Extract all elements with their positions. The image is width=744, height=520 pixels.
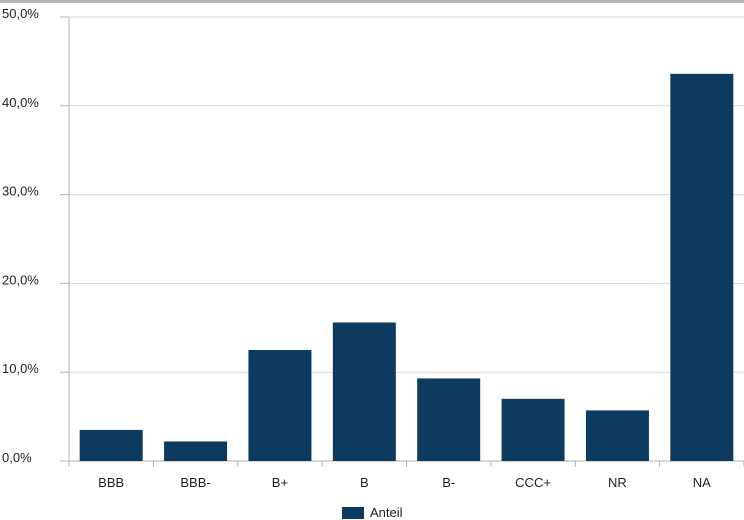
y-tick-label: 0,0% [2,450,32,465]
y-tick-label: 10,0% [2,361,39,376]
legend: Anteil [342,505,403,520]
bar-na [670,73,734,461]
y-tick-label: 40,0% [2,95,39,110]
bar-nr [585,410,649,461]
x-tick-label: B+ [272,475,288,490]
y-tick-label: 30,0% [2,184,39,199]
y-tick-label: 20,0% [2,272,39,287]
x-tick-label: BBB [98,475,124,490]
bar-b- [417,378,481,461]
y-tick-label: 50,0% [2,6,39,21]
top-border [0,0,744,3]
x-tick-label: B [360,475,369,490]
x-tick-label: B- [442,475,455,490]
x-tick-label: BBB- [180,475,210,490]
bar-bbb- [164,441,228,461]
bar-bbb [79,429,143,461]
x-tick-label: NR [608,475,627,490]
bar-ccc- [501,398,565,461]
bar-b- [248,350,312,461]
legend-label: Anteil [370,505,403,520]
bar-b [332,322,396,461]
x-tick-label: NA [693,475,711,490]
legend-swatch [342,506,364,519]
x-tick-label: CCC+ [515,475,551,490]
